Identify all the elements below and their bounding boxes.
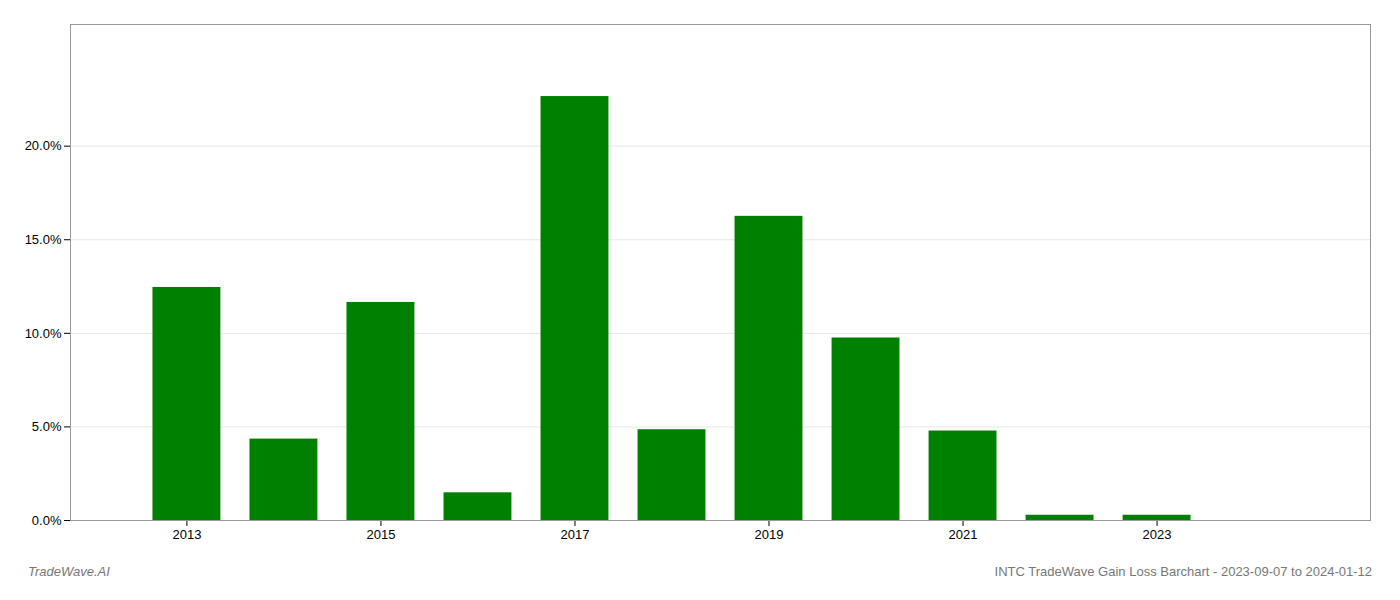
svg-text:5.0%: 5.0% — [32, 419, 62, 434]
svg-text:2023: 2023 — [1143, 527, 1172, 542]
svg-text:2015: 2015 — [366, 527, 395, 542]
svg-text:0.0%: 0.0% — [32, 513, 62, 528]
svg-text:2017: 2017 — [561, 527, 590, 542]
svg-text:2013: 2013 — [172, 527, 201, 542]
svg-text:2021: 2021 — [949, 527, 978, 542]
svg-text:15.0%: 15.0% — [25, 232, 62, 247]
html-text:INTC TradeWave Gain Loss Barch: INTC TradeWave Gain Loss Barchart - 2023… — [994, 564, 1372, 579]
html-text:TradeWave.AI: TradeWave.AI — [28, 564, 110, 579]
svg-text:2019: 2019 — [755, 527, 784, 542]
svg-text:10.0%: 10.0% — [25, 325, 62, 340]
svg-text:20.0%: 20.0% — [25, 138, 62, 153]
